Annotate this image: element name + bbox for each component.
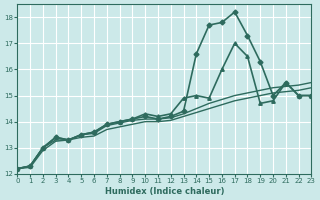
X-axis label: Humidex (Indice chaleur): Humidex (Indice chaleur) (105, 187, 224, 196)
